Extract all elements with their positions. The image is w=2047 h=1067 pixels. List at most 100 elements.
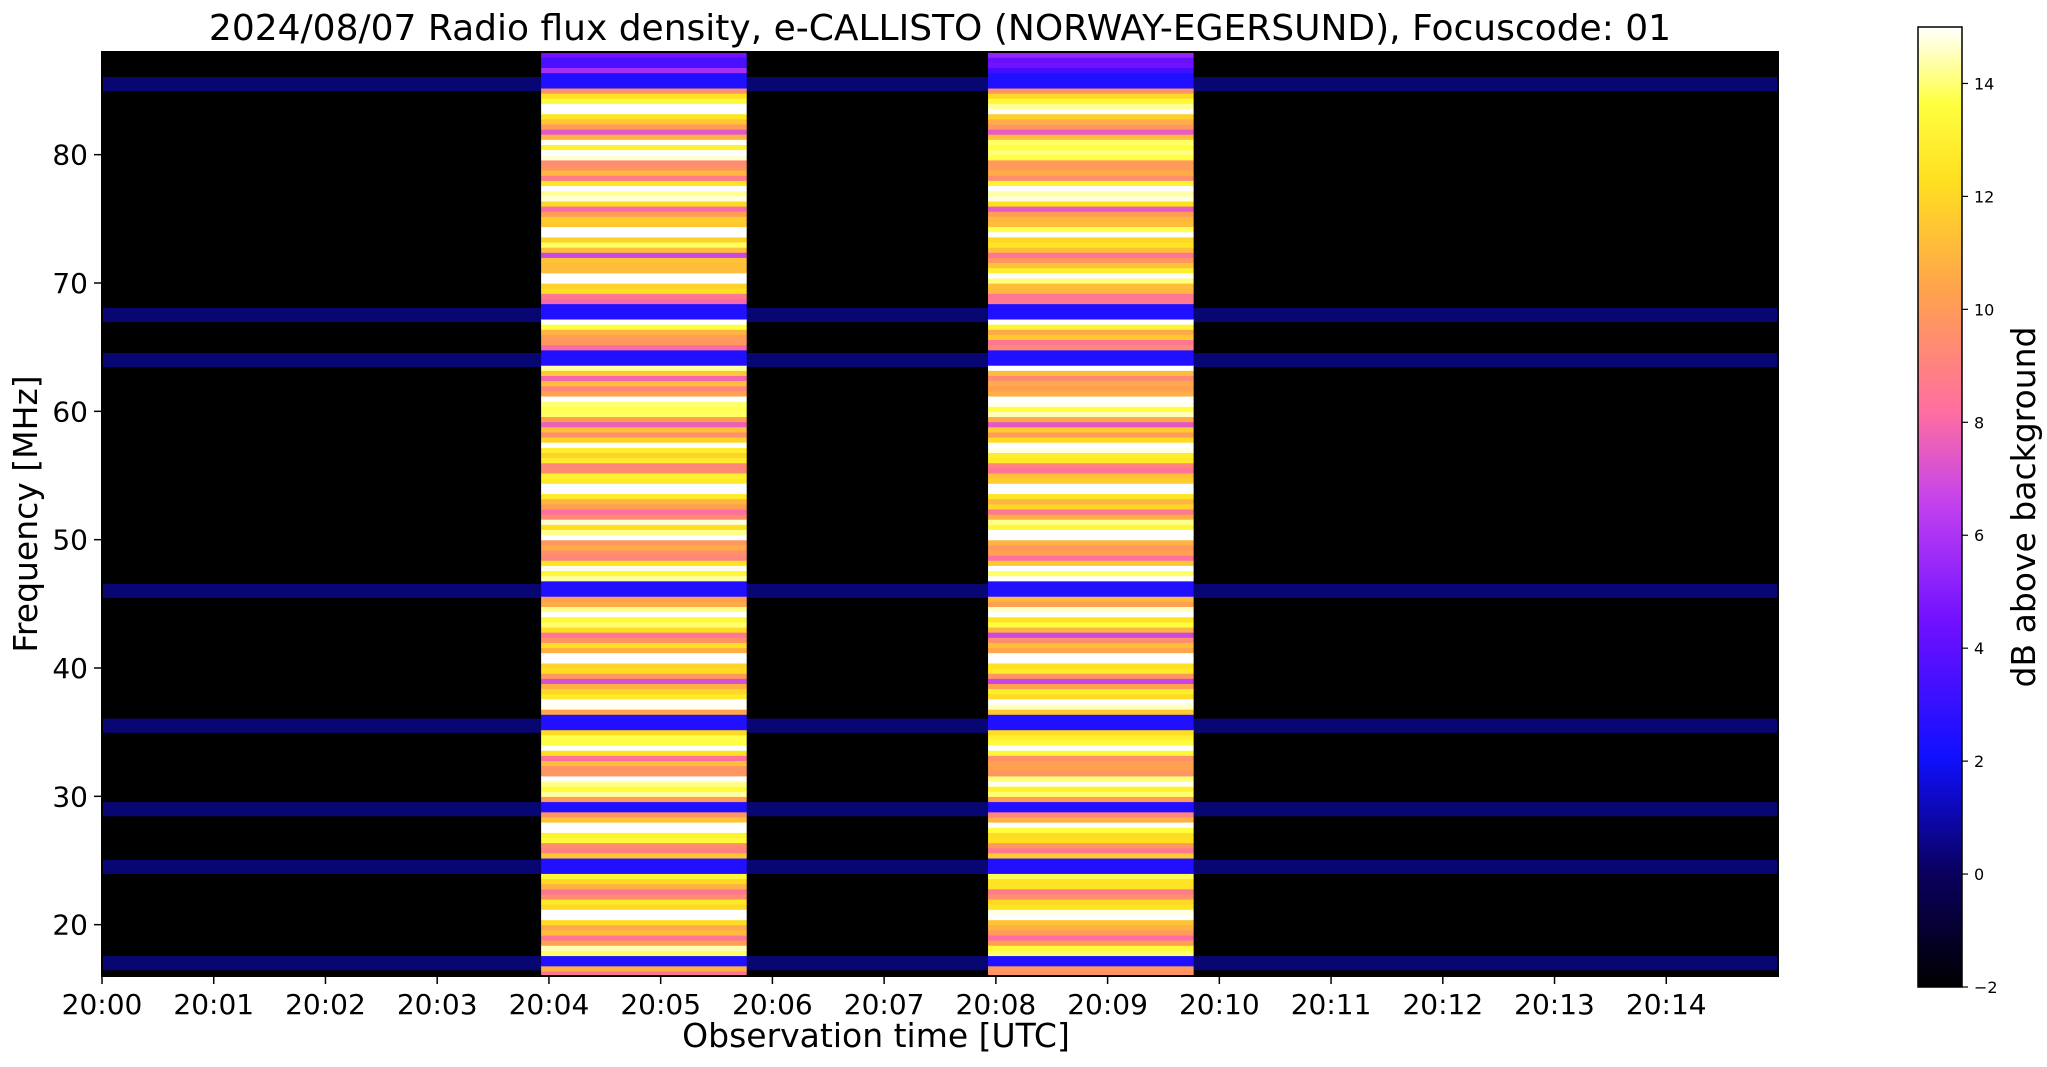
event-cell <box>988 195 1194 202</box>
event-cell <box>988 822 1194 828</box>
event-cell <box>988 349 1194 356</box>
event-cell <box>541 657 747 664</box>
event-cell <box>541 195 747 202</box>
event-cell <box>988 72 1194 79</box>
event-cell <box>988 806 1194 813</box>
event-cell <box>541 529 747 536</box>
y-tick-label: 80 <box>52 139 88 172</box>
event-cell <box>541 899 747 905</box>
event-cell <box>541 514 747 520</box>
event-cell <box>988 339 1194 346</box>
event-cell <box>541 698 747 705</box>
colorbar-tick-label: 14 <box>1974 74 1994 93</box>
event-cell <box>988 857 1194 864</box>
event-cell <box>541 298 747 305</box>
event-cell <box>541 765 747 772</box>
event-cell <box>541 904 747 910</box>
event-cell <box>988 698 1194 705</box>
event-cell <box>541 662 747 669</box>
event-cell <box>988 899 1194 905</box>
event-cell <box>541 852 747 859</box>
event-cell <box>541 888 747 895</box>
event-cell <box>988 924 1194 931</box>
event-cell <box>988 437 1194 443</box>
event-cell <box>988 914 1194 921</box>
x-tick-label: 20:11 <box>1291 988 1372 1021</box>
interference-band <box>102 77 1778 92</box>
event-block <box>988 52 1194 977</box>
interference-band <box>102 352 1778 368</box>
event-cell <box>988 241 1194 248</box>
event-cell <box>988 950 1194 957</box>
event-cell <box>988 298 1194 305</box>
event-cell <box>541 739 747 746</box>
event-cell <box>988 847 1194 854</box>
event-cell <box>988 344 1194 351</box>
event-cell <box>541 426 747 433</box>
colorbar-tick-label: 12 <box>1974 187 1994 206</box>
interference-band <box>102 718 1778 733</box>
event-cell <box>988 791 1194 797</box>
event-cell <box>541 277 747 284</box>
colorbar-tick-label: 10 <box>1974 300 1994 319</box>
event-cell <box>541 98 747 104</box>
event-cell <box>541 52 747 58</box>
event-cell <box>541 365 747 371</box>
event-cell <box>988 411 1194 418</box>
event-cell <box>541 945 747 951</box>
event-cell <box>541 688 747 695</box>
event-cell <box>988 934 1194 941</box>
event-cell <box>541 190 747 197</box>
event-cell <box>541 775 747 782</box>
event-cell <box>988 288 1194 294</box>
event-cell <box>541 668 747 674</box>
event-cell <box>541 498 747 505</box>
event-cell <box>988 616 1194 623</box>
event-cell <box>988 565 1194 572</box>
event-cell <box>988 318 1194 325</box>
event-cell <box>988 739 1194 746</box>
event-cell <box>988 709 1194 715</box>
event-cell <box>541 734 747 741</box>
x-tick-label: 20:14 <box>1626 988 1707 1021</box>
event-cell <box>988 575 1194 582</box>
event-cell <box>988 180 1194 187</box>
event-cell <box>988 144 1194 151</box>
event-cell <box>541 940 747 946</box>
event-cell <box>541 457 747 464</box>
event-cell <box>988 175 1194 181</box>
event-cell <box>988 770 1194 777</box>
event-cell <box>541 180 747 187</box>
event-cell <box>541 344 747 351</box>
event-cell <box>541 950 747 957</box>
event-cell <box>541 252 747 258</box>
event-cell <box>988 827 1194 833</box>
event-cell <box>988 360 1194 366</box>
event-cell <box>988 478 1194 484</box>
event-cell <box>541 262 747 269</box>
event-cell <box>988 745 1194 751</box>
event-cell <box>541 267 747 274</box>
event-cell <box>988 714 1194 720</box>
event-cell <box>988 945 1194 951</box>
event-cell <box>541 919 747 926</box>
event-cell <box>541 960 747 967</box>
x-tick-label: 20:06 <box>732 988 813 1021</box>
event-cell <box>541 616 747 623</box>
event-cell <box>541 965 747 972</box>
event-cell <box>541 970 747 977</box>
event-cell <box>541 878 747 885</box>
x-tick-label: 20:08 <box>956 988 1037 1021</box>
event-cell <box>988 159 1194 166</box>
event-cell <box>541 72 747 79</box>
event-cell <box>988 719 1194 726</box>
event-cell <box>988 539 1194 546</box>
event-cell <box>988 585 1194 592</box>
event-cell <box>988 626 1194 633</box>
event-cell <box>541 493 747 500</box>
event-cell <box>988 549 1194 556</box>
event-cell <box>541 934 747 941</box>
event-cell <box>988 637 1194 643</box>
event-cell <box>988 252 1194 258</box>
